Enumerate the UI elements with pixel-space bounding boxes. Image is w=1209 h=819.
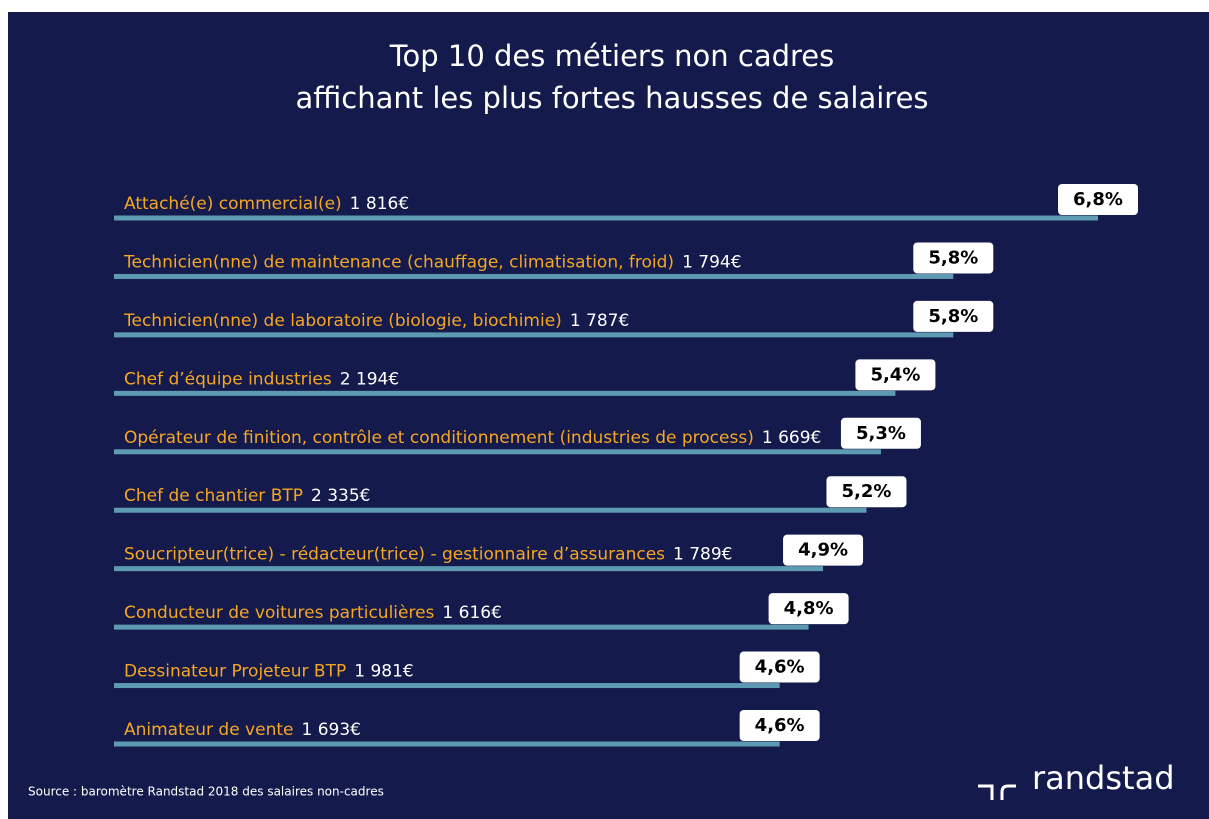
value-label: 6,8% — [1073, 189, 1123, 210]
salary: 1 616€ — [442, 603, 501, 623]
category-label: Attaché(e) commercial(e) — [124, 194, 342, 214]
salary: 2 194€ — [340, 369, 399, 389]
row-label: Technicien(nne) de maintenance (chauffag… — [123, 252, 742, 272]
salary: 1 789€ — [673, 545, 732, 565]
brand-logo — [978, 784, 1016, 800]
category-label: Animateur de vente — [124, 720, 293, 740]
bar — [114, 273, 954, 279]
value-box — [913, 242, 994, 274]
salary: 1 693€ — [301, 720, 360, 740]
brand: randstad — [1032, 759, 1175, 797]
value-label: 5,4% — [870, 364, 920, 385]
salary: 1 787€ — [570, 311, 629, 331]
value-label: 4,6% — [755, 715, 805, 736]
value-label: 5,8% — [928, 247, 978, 268]
value-label: 4,9% — [798, 540, 848, 561]
value-box — [783, 534, 864, 566]
value-box — [840, 417, 921, 449]
value-label: 5,2% — [842, 481, 892, 502]
value-label: 5,3% — [856, 423, 906, 444]
row-label: Dessinateur Projeteur BTP 1 981€ — [124, 662, 414, 682]
category-label: Opérateur de finition, contrôle et condi… — [124, 428, 754, 448]
value-label: 4,6% — [755, 657, 805, 678]
bar — [114, 390, 896, 396]
value-label: 5,8% — [928, 306, 978, 327]
bar — [114, 741, 780, 747]
category-label: Technicien(nne) de maintenance (chauffag… — [123, 252, 674, 272]
row-label: Chef de chantier BTP 2 335€ — [124, 486, 370, 506]
bar — [114, 332, 954, 338]
bar — [114, 566, 824, 572]
row-label: Chef d’équipe industries 2 194€ — [124, 369, 399, 389]
row-label: Soucripteur(trice) - rédacteur(trice) - … — [124, 545, 733, 565]
value-box — [739, 710, 820, 741]
category-label: Dessinateur Projeteur BTP — [124, 662, 346, 682]
value-box — [855, 359, 936, 391]
category-label: Soucripteur(trice) - rédacteur(trice) - … — [124, 545, 665, 565]
background — [8, 12, 1209, 819]
row-label: Animateur de vente 1 693€ — [124, 720, 361, 740]
category-label: Chef d’équipe industries — [124, 369, 332, 389]
salary: 2 335€ — [311, 486, 370, 506]
bar — [114, 624, 809, 630]
source: Source : baromètre Randstad 2018 des sal… — [28, 785, 384, 799]
category-label: Conducteur de voitures particulières — [124, 603, 435, 623]
category-label: Chef de chantier BTP — [124, 486, 303, 506]
row-label: Attaché(e) commercial(e) 1 816€ — [124, 194, 409, 214]
value-box — [826, 476, 907, 508]
value-label: 4,8% — [784, 598, 834, 619]
bar — [114, 683, 780, 689]
salary: 1 669€ — [762, 428, 821, 448]
bar — [114, 507, 867, 513]
value-box — [739, 651, 820, 683]
chart-title: affichant les plus fortes hausses de sal… — [295, 81, 928, 115]
category-label: Technicien(nne) de laboratoire (biologie… — [123, 311, 562, 331]
row-label: Technicien(nne) de laboratoire (biologie… — [123, 311, 629, 331]
salary: 1 816€ — [350, 194, 409, 214]
value-box — [1058, 184, 1138, 215]
bar — [114, 215, 1098, 221]
row-label: Opérateur de finition, contrôle et condi… — [124, 428, 821, 448]
salary: 1 794€ — [682, 252, 741, 272]
chart-title: Top 10 des métiers non cadres — [389, 39, 835, 73]
bar — [114, 449, 881, 455]
salary: 1 981€ — [354, 662, 413, 682]
row-label: Conducteur de voitures particulières 1 61… — [124, 603, 502, 623]
value-box — [768, 593, 849, 625]
value-box — [913, 300, 994, 332]
